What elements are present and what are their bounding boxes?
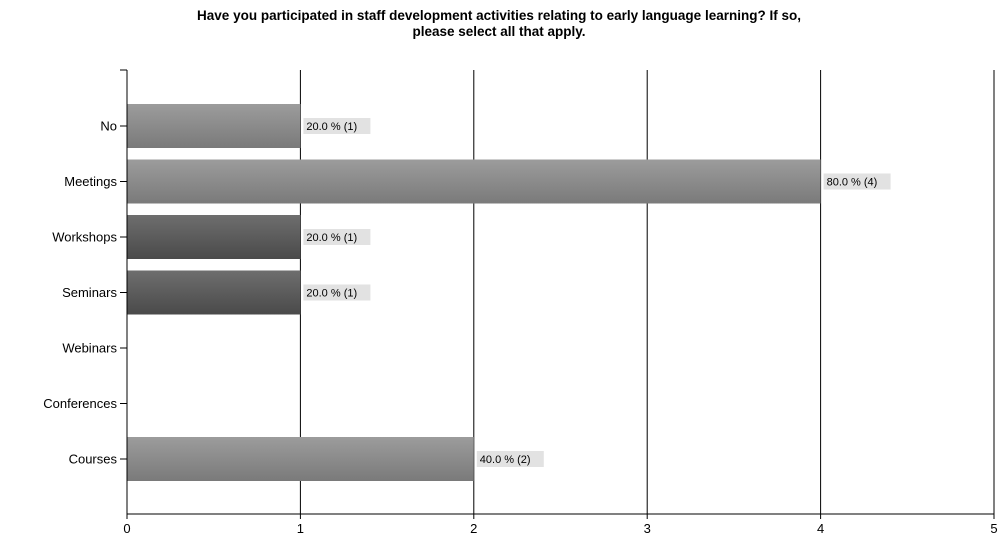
data-label-background [303, 284, 371, 301]
x-tick-label: 0 [123, 521, 130, 535]
data-label-workshops: 20.0 % (1) [306, 232, 357, 244]
chart-title-line-1: Have you participated in staff developme… [197, 8, 801, 23]
bar-workshops [127, 215, 301, 259]
x-tick-label: 3 [644, 521, 651, 535]
chart-title-line-2: please select all that apply. [412, 24, 586, 39]
x-tick-label: 4 [817, 521, 824, 535]
data-label-background [476, 451, 544, 467]
category-label-webinars: Webinars [62, 341, 117, 356]
category-label-no: No [100, 119, 117, 134]
chart-title: Have you participated in staff developme… [0, 8, 998, 40]
x-tick-label: 2 [470, 521, 477, 535]
category-label-meetings: Meetings [64, 174, 117, 189]
bar-courses [127, 437, 474, 481]
data-label-background [303, 118, 371, 134]
bars [127, 104, 821, 481]
x-tick-label: 1 [297, 521, 304, 535]
category-label-workshops: Workshops [52, 230, 117, 245]
category-label-seminars: Seminars [62, 285, 117, 300]
category-label-conferences: Conferences [43, 396, 117, 411]
data-label-background [303, 229, 371, 245]
bar-meetings [127, 159, 821, 204]
x-tick-label: 5 [990, 521, 997, 535]
category-label-courses: Courses [69, 452, 118, 467]
axes: 0 1 2 3 4 5 No Meetings Workshops Seminars Webinar… [43, 69, 998, 535]
data-labels: 20.0 % (1) 80.0 % (4) 20.0 % (1) 20.0 % (1)… [303, 118, 891, 467]
data-label-seminars: 20.0 % (1) [306, 288, 357, 300]
data-label-meetings: 80.0 % (4) [827, 177, 878, 189]
bar-no [127, 104, 301, 148]
data-label-no: 20.0 % (1) [306, 121, 357, 133]
data-label-courses: 40.0 % (2) [480, 454, 531, 466]
data-label-background [823, 173, 891, 190]
bar-seminars [127, 270, 301, 315]
